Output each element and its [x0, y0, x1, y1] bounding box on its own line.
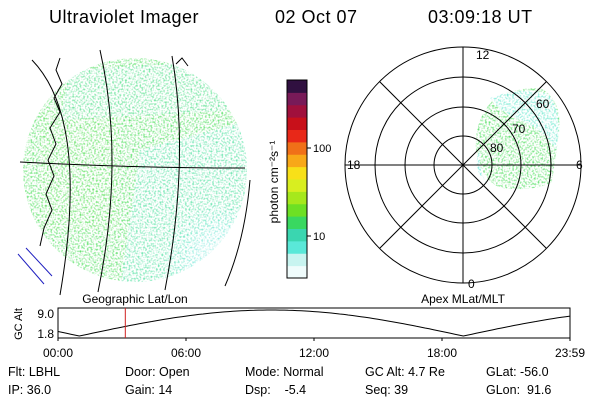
info-door: Door: Open: [125, 365, 190, 379]
mlat-label-70: 70: [512, 122, 526, 136]
colorbar-cell: [287, 129, 307, 143]
date-label: 02 Oct 07: [275, 7, 358, 27]
alt-ylabel: GC Alt: [13, 308, 25, 340]
colorbar-cell: [287, 154, 307, 168]
colorbar-tick-10: 10: [313, 231, 325, 243]
colorbar-cell: [287, 265, 307, 279]
colorbar-cell: [287, 117, 307, 130]
colorbar-cell: [287, 80, 307, 93]
time-label: 03:09:18 UT: [428, 7, 533, 27]
apex-polar-plot: 12 18 6 0 60 70 80: [344, 46, 583, 291]
colorbar: 100 10 photon cm⁻²s⁻¹: [267, 79, 331, 279]
mlat-label-80: 80: [490, 141, 504, 155]
alt-xtick-0600: 06:00: [171, 346, 201, 360]
colorbar-cell: [287, 253, 307, 267]
colorbar-cell: [287, 191, 307, 205]
colorbar-cell: [287, 92, 307, 106]
mlt-label-0: 0: [468, 277, 475, 291]
colorbar-cell: [287, 216, 307, 229]
alt-ymin-label: 1.8: [37, 327, 54, 341]
alt-xtick-0000: 00:00: [43, 346, 73, 360]
apex-caption: Apex MLat/MLT: [421, 292, 505, 306]
mlt-label-12: 12: [476, 48, 490, 62]
colorbar-tick-100: 100: [313, 143, 331, 155]
mlat-label-60: 60: [536, 97, 550, 111]
colorbar-cell: [287, 141, 307, 155]
info-glon: GLon: 91.6: [486, 383, 552, 397]
info-seq: Seq: 39: [365, 383, 409, 397]
colorbar-cell: [287, 228, 307, 242]
info-mode: Mode: Normal: [245, 365, 324, 379]
colorbar-cell: [287, 179, 307, 192]
alt-xtick-1200: 12:00: [299, 346, 329, 360]
info-ip: IP: 36.0: [8, 383, 52, 397]
alt-xtick-1800: 18:00: [427, 346, 457, 360]
colorbar-cell: [287, 104, 307, 118]
info-gain: Gain: 14: [125, 383, 173, 397]
geographic-caption: Geographic Lat/Lon: [82, 292, 187, 306]
alt-ymax-label: 9.0: [37, 307, 54, 321]
geographic-image: [17, 49, 251, 296]
colorbar-cell: [287, 203, 307, 217]
instrument-title: Ultraviolet Imager: [49, 7, 200, 27]
colorbar-cell: [287, 166, 307, 180]
info-dsp: Dsp: -5.4: [245, 383, 307, 397]
altitude-plot: 9.0 1.8 GC Alt 00:00 06:00 12:00 18:00 2…: [13, 307, 585, 360]
altitude-curve: [57, 309, 571, 337]
colorbar-cell: [287, 240, 307, 254]
mlt-label-6: 6: [576, 158, 583, 172]
colorbar-label: photon cm⁻²s⁻¹: [267, 141, 281, 224]
info-glat: GLat: -56.0: [486, 365, 549, 379]
info-gc-alt: GC Alt: 4.7 Re: [365, 365, 445, 379]
mlt-label-18: 18: [347, 158, 361, 172]
info-filter: Flt: LBHL: [8, 365, 61, 379]
alt-xtick-2359: 23:59: [555, 346, 585, 360]
